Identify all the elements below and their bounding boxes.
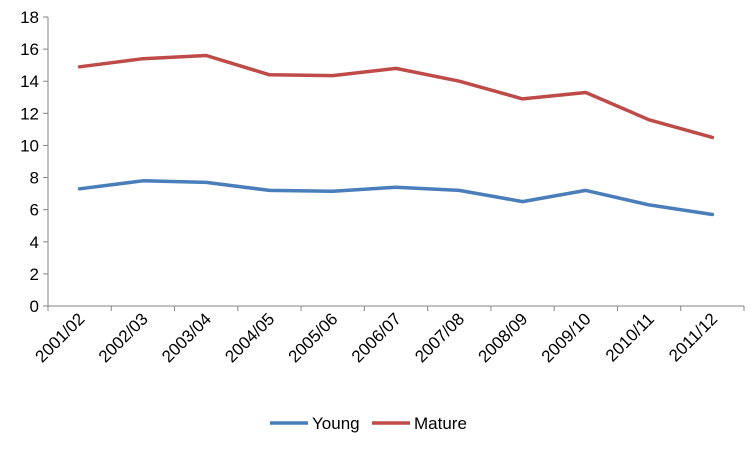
legend-label-young: Young [312, 414, 360, 433]
y-tick-label: 4 [30, 233, 39, 252]
y-tick-label: 6 [30, 201, 39, 220]
x-tick-label: 2010/11 [602, 309, 658, 365]
x-tick-label: 2005/06 [285, 309, 342, 366]
x-tick-label: 2003/04 [158, 309, 215, 366]
y-tick-label: 16 [20, 40, 39, 59]
x-tick-label: 2006/07 [348, 309, 405, 366]
y-tick-label: 18 [20, 8, 39, 27]
legend-label-mature: Mature [414, 414, 467, 433]
y-tick-label: 0 [30, 297, 39, 316]
x-tick-label: 2002/03 [95, 309, 152, 366]
x-tick-label: 2004/05 [221, 309, 278, 366]
series-line-mature [77, 53, 715, 140]
series-lines [77, 53, 715, 217]
y-axis-ticks: 0 2 4 6 8 10 12 14 16 18 [20, 8, 48, 316]
y-tick-label: 8 [30, 169, 39, 188]
x-tick-label: 2007/08 [411, 309, 468, 366]
legend: Young Mature [270, 414, 467, 433]
x-tick-label: 2008/09 [474, 309, 531, 366]
series-line-young [77, 179, 715, 217]
x-tick-label: 2009/10 [538, 309, 595, 366]
y-tick-label: 14 [20, 72, 39, 91]
y-tick-label: 2 [30, 265, 39, 284]
y-tick-label: 10 [20, 136, 39, 155]
x-tick-label: 2001/02 [32, 309, 89, 366]
x-tick-label: 2011/12 [665, 309, 721, 365]
x-axis-ticks: 2001/02 2002/03 2003/04 2004/05 2005/06 2006/… [32, 306, 745, 366]
y-tick-label: 12 [20, 104, 39, 123]
